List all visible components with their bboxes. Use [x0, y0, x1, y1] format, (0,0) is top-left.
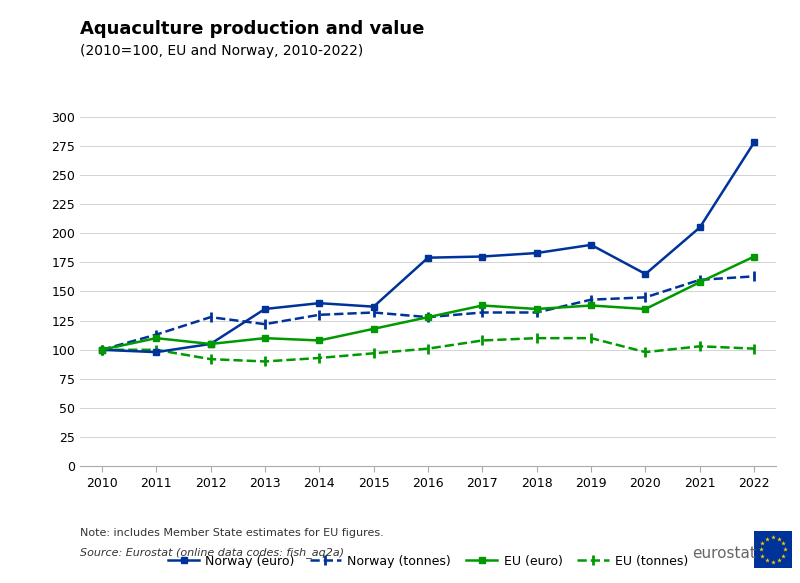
Text: eurostat: eurostat [692, 546, 756, 561]
Text: (2010=100, EU and Norway, 2010-2022): (2010=100, EU and Norway, 2010-2022) [80, 44, 363, 58]
Text: Aquaculture production and value: Aquaculture production and value [80, 20, 424, 38]
Text: Source: Eurostat (online data codes: fish_aq2a): Source: Eurostat (online data codes: fis… [80, 547, 344, 558]
Legend: Norway (euro), Norway (tonnes), EU (euro), EU (tonnes): Norway (euro), Norway (tonnes), EU (euro… [163, 550, 693, 573]
Text: Note: includes Member State estimates for EU figures.: Note: includes Member State estimates fo… [80, 528, 384, 538]
